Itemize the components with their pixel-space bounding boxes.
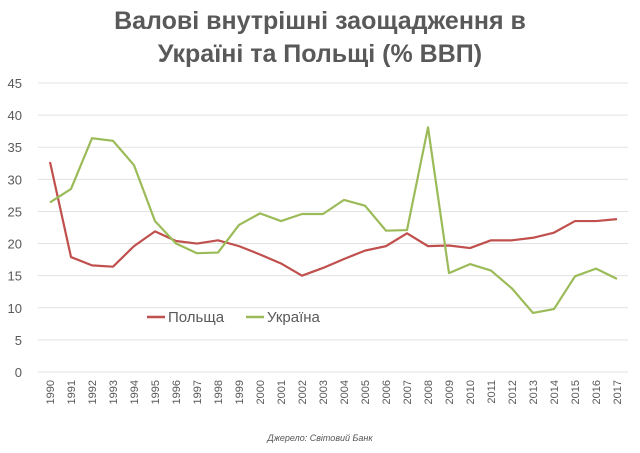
y-tick-label: 35 xyxy=(8,140,22,155)
chart-title-line1: Валові внутрішні заощадження в xyxy=(114,7,526,35)
series-line-poland xyxy=(48,161,618,277)
x-tick-label: 1997 xyxy=(192,380,204,404)
x-tick-label: 1990 xyxy=(45,380,57,404)
y-tick-label: 45 xyxy=(8,76,22,91)
x-tick-label: 2005 xyxy=(360,380,372,404)
x-tick-label: 1999 xyxy=(234,380,246,404)
y-tick-label: 15 xyxy=(8,269,22,284)
x-tick-label: 2001 xyxy=(276,380,288,404)
x-tick-label: 2008 xyxy=(423,380,435,404)
chart-title-line2: Україні та Польщі (% ВВП) xyxy=(157,40,483,68)
x-tick-label: 2014 xyxy=(549,380,561,404)
legend-label-ukraine: Україна xyxy=(267,309,321,326)
series-line-ukraine xyxy=(49,126,618,315)
x-tick-label: 2012 xyxy=(507,380,519,404)
x-tick-label: 1993 xyxy=(108,380,120,404)
y-tick-label: 10 xyxy=(8,301,22,316)
source-note: Джерело: Світовий Банк xyxy=(266,433,373,443)
y-tick-label: 0 xyxy=(15,365,22,380)
x-tick-label: 2013 xyxy=(528,380,540,404)
x-tick-label: 1991 xyxy=(66,380,78,404)
x-tick-label: 2004 xyxy=(339,380,351,404)
y-tick-label: 40 xyxy=(8,108,22,123)
x-tick-label: 2011 xyxy=(486,380,498,404)
legend-label-poland: Польща xyxy=(168,309,225,326)
x-tick-label: 2009 xyxy=(444,380,456,404)
x-tick-label: 2015 xyxy=(570,380,582,404)
x-tick-label: 2006 xyxy=(381,380,393,404)
x-tick-label: 2003 xyxy=(318,380,330,404)
x-tick-label: 2010 xyxy=(465,380,477,404)
x-tick-label: 1992 xyxy=(87,380,99,404)
x-tick-label: 2002 xyxy=(297,380,309,404)
legend: Польща Україна xyxy=(147,309,321,326)
y-tick-label: 30 xyxy=(8,172,22,187)
x-tick-label: 1996 xyxy=(171,380,183,404)
x-tick-label: 2016 xyxy=(591,380,603,404)
x-tick-label: 2017 xyxy=(612,380,624,404)
x-tick-label: 2000 xyxy=(255,380,267,404)
x-tick-label: 1995 xyxy=(150,380,162,404)
y-tick-label: 25 xyxy=(8,204,22,219)
x-tick-label: 2007 xyxy=(402,380,414,404)
x-tick-label: 1998 xyxy=(213,380,225,404)
y-tick-label: 20 xyxy=(8,237,22,252)
y-tick-label: 5 xyxy=(15,333,22,348)
x-tick-label: 1994 xyxy=(129,380,141,404)
